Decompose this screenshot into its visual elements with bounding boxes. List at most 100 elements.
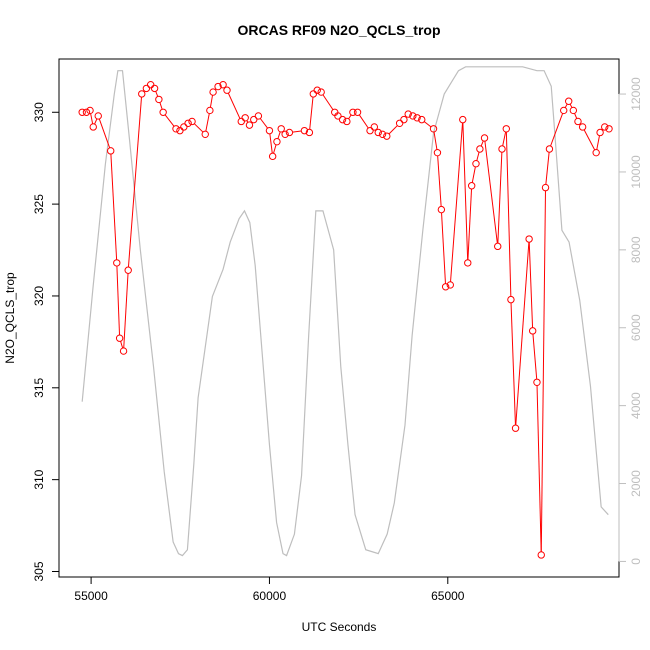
data-point (119, 347, 128, 355)
data-point (578, 123, 587, 131)
data-point (86, 106, 94, 115)
data-point (206, 106, 214, 115)
data-point (467, 182, 476, 190)
series-segment (227, 92, 241, 119)
data-point (383, 132, 391, 140)
series-segment (259, 118, 268, 129)
data-point (541, 183, 550, 192)
data-point (560, 106, 568, 115)
data-point (309, 90, 318, 98)
series-segment (480, 140, 484, 147)
data-point (124, 266, 132, 274)
data-point (176, 126, 184, 135)
data-point (601, 123, 609, 131)
data-point (525, 235, 533, 243)
series-segment (450, 122, 464, 282)
series-segment (484, 141, 498, 244)
y2-tick-label: 6000 (629, 314, 643, 341)
y2-tick-label: 2000 (629, 470, 643, 497)
y-tick-label: 310 (32, 469, 46, 489)
data-point (180, 123, 188, 131)
series-segment (123, 273, 129, 348)
series-segment (462, 122, 469, 260)
series-segment (120, 341, 124, 349)
series-segment (116, 266, 121, 336)
series-segment (309, 97, 314, 130)
series-segment (583, 129, 596, 151)
y-tick-label: 325 (32, 194, 46, 214)
y2-tick-label: 8000 (629, 236, 643, 263)
data-point (142, 84, 151, 93)
data-point (502, 125, 510, 133)
series-segment (515, 242, 530, 426)
y-tick-label: 305 (32, 561, 46, 581)
data-point (334, 112, 342, 120)
primary-series (78, 81, 613, 559)
series-segment (90, 113, 94, 124)
data-point (528, 327, 537, 335)
data-point (366, 126, 374, 135)
data-point (498, 145, 506, 153)
data-point (592, 148, 600, 157)
data-point (159, 108, 167, 116)
data-point (343, 117, 351, 126)
data-point (254, 112, 263, 120)
data-point (223, 86, 231, 94)
data-point (201, 130, 209, 139)
data-point (338, 115, 347, 124)
data-point (219, 81, 227, 89)
y2-tick-label: 12000 (629, 77, 643, 111)
series-segment (164, 114, 175, 127)
series-segment (155, 91, 159, 97)
data-point (605, 125, 613, 133)
secondary-y-axis: 0 2000 4000 6000 8000 10000 12000 (618, 77, 643, 565)
series-segment (358, 114, 369, 129)
secondary-series-line (81, 66, 609, 557)
data-point (150, 84, 159, 93)
data-point (472, 160, 480, 168)
data-point (404, 110, 412, 118)
data-point (446, 281, 454, 289)
data-point (82, 108, 91, 116)
series-segment (540, 190, 546, 552)
series-segment (574, 113, 578, 119)
y-axis: 305 310 315 320 325 330 (32, 102, 60, 582)
data-point (313, 86, 321, 94)
y2-tick-label: 0 (629, 558, 643, 565)
series-segment (441, 212, 446, 284)
series-segment (502, 131, 507, 146)
data-point (353, 108, 362, 116)
series-segment (127, 97, 143, 268)
y-tick-label: 315 (32, 377, 46, 397)
series-segment (550, 113, 564, 147)
series-segment (348, 114, 352, 120)
data-point (115, 334, 124, 342)
data-point (574, 117, 582, 126)
data-point (374, 128, 382, 137)
data-point (349, 108, 357, 116)
series-segment (94, 118, 98, 125)
data-point (317, 88, 325, 96)
x-tick-label: 65000 (431, 589, 465, 603)
data-point (370, 123, 379, 131)
data-point (273, 137, 281, 146)
data-point (437, 205, 446, 214)
data-point (146, 81, 155, 89)
secondary-series-path (81, 66, 609, 557)
series-segment (423, 121, 432, 128)
data-point (172, 125, 180, 133)
data-point (413, 114, 421, 122)
data-point (237, 117, 245, 126)
data-point (89, 123, 97, 131)
series-segment (510, 302, 516, 426)
data-point (107, 147, 115, 155)
series-segment (159, 102, 163, 110)
data-point (511, 424, 520, 432)
data-point (433, 148, 442, 157)
series-segment (564, 103, 568, 108)
data-point (418, 115, 426, 124)
x-axis-label: UTC Seconds (302, 620, 377, 634)
data-point (464, 259, 472, 267)
series-segment (269, 133, 273, 154)
